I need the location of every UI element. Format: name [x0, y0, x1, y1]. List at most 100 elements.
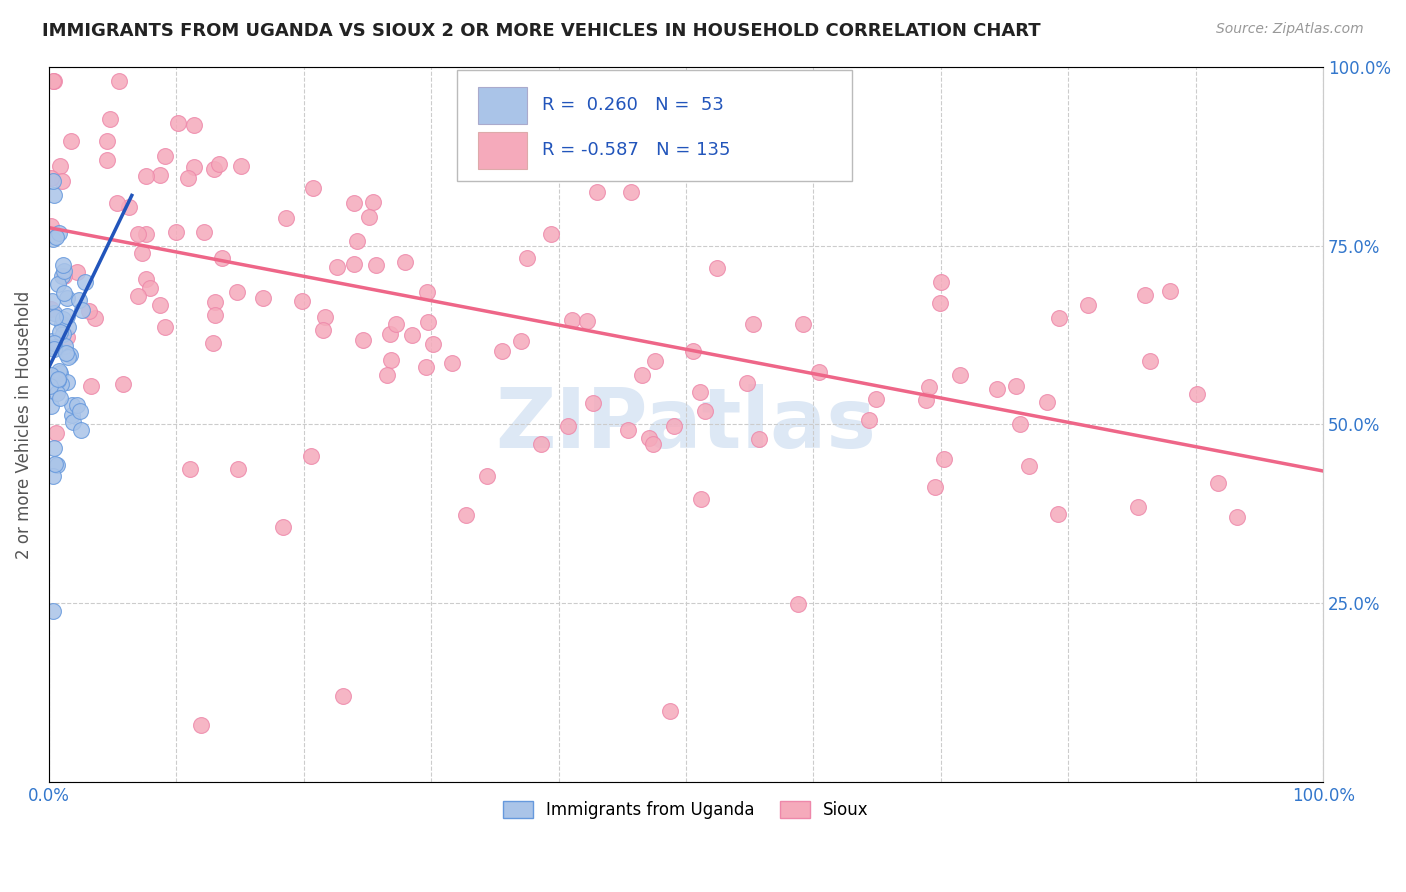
Point: [226, 462, 249, 476]
Point: [45, 425, 67, 440]
Point: [312, 322, 335, 336]
Point: [127, 227, 149, 241]
Point: [42, 604, 65, 618]
Point: [394, 255, 416, 269]
Point: [149, 168, 172, 182]
Point: [53, 264, 76, 278]
Point: [1159, 284, 1181, 298]
Point: [149, 298, 172, 312]
Point: [183, 160, 205, 174]
Text: R = -0.587   N = 135: R = -0.587 N = 135: [543, 141, 731, 160]
Point: [343, 195, 366, 210]
Point: [46, 458, 69, 472]
Point: [96, 153, 118, 167]
Point: [66, 264, 89, 278]
Point: [65, 398, 87, 412]
Point: [586, 185, 609, 199]
Point: [662, 418, 685, 433]
Point: [42, 174, 65, 188]
Point: [440, 356, 463, 370]
Point: [59, 348, 82, 362]
Point: [51, 318, 73, 332]
Point: [44, 310, 66, 324]
Point: [575, 314, 598, 328]
FancyBboxPatch shape: [478, 87, 527, 124]
Point: [314, 310, 336, 324]
Point: [385, 317, 408, 331]
Point: [211, 251, 233, 265]
Point: [1005, 379, 1028, 393]
Point: [98, 112, 121, 127]
Point: [530, 436, 553, 450]
Point: [620, 185, 643, 199]
Point: [108, 74, 131, 88]
Point: [928, 296, 950, 310]
Point: [56, 309, 79, 323]
Point: [735, 376, 758, 390]
Point: [80, 378, 103, 392]
Point: [52, 327, 75, 342]
Point: [271, 520, 294, 534]
Point: [581, 396, 603, 410]
Point: [458, 74, 481, 88]
Point: [51, 174, 73, 188]
Point: [59, 134, 82, 148]
Point: [62, 398, 84, 412]
Point: [454, 508, 477, 522]
Point: [291, 294, 314, 309]
Point: [682, 344, 704, 359]
Point: [51, 268, 73, 283]
Point: [689, 492, 711, 507]
Point: [1018, 458, 1040, 473]
Point: [55, 346, 77, 360]
Point: [540, 227, 562, 241]
Point: [56, 375, 79, 389]
Point: [42, 342, 65, 356]
Point: [176, 170, 198, 185]
Point: [56, 320, 79, 334]
Point: [167, 116, 190, 130]
Point: [56, 351, 79, 365]
Point: [56, 330, 79, 344]
Point: [48, 363, 70, 377]
Point: [135, 169, 157, 183]
Point: [44, 458, 66, 472]
Point: [416, 285, 439, 300]
Point: [1128, 500, 1150, 514]
Point: [193, 225, 215, 239]
Point: [359, 210, 381, 224]
Point: [641, 437, 664, 451]
Point: [637, 431, 659, 445]
Point: [39, 302, 62, 317]
Point: [865, 392, 887, 407]
FancyBboxPatch shape: [457, 70, 852, 181]
Point: [929, 275, 952, 289]
Point: [45, 230, 67, 244]
Point: [41, 293, 63, 308]
Point: [299, 449, 322, 463]
Point: [135, 227, 157, 242]
Point: [138, 281, 160, 295]
Point: [924, 480, 946, 494]
Point: [44, 336, 66, 351]
Point: [343, 257, 366, 271]
Point: [46, 385, 69, 400]
Point: [112, 376, 135, 391]
Point: [42, 74, 65, 88]
Point: [914, 392, 936, 407]
Point: [792, 318, 814, 332]
Point: [858, 413, 880, 427]
Point: [229, 159, 252, 173]
Point: [49, 366, 72, 380]
Point: [748, 432, 770, 446]
Point: [79, 304, 101, 318]
Point: [695, 404, 717, 418]
Point: [131, 246, 153, 260]
Point: [52, 268, 75, 283]
Text: Source: ZipAtlas.com: Source: ZipAtlas.com: [1216, 22, 1364, 37]
Point: [1046, 507, 1069, 521]
Point: [135, 272, 157, 286]
Point: [39, 379, 62, 393]
Point: [73, 275, 96, 289]
Point: [46, 277, 69, 292]
